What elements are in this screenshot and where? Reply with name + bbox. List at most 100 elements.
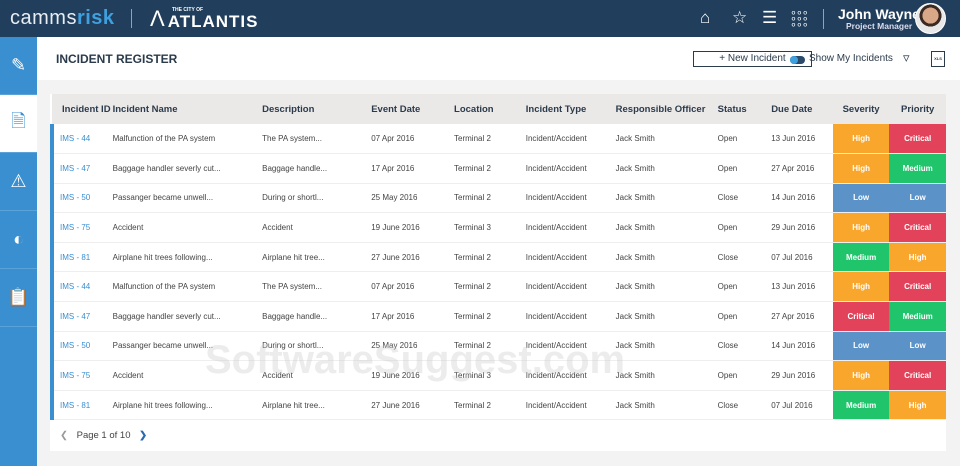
column-header-event-date[interactable]: Event Date	[371, 94, 455, 124]
table-row[interactable]: IMS - 44 Malfunction of the PA system The …	[50, 124, 946, 155]
cell-location: Terminal 2	[454, 301, 526, 332]
table-row[interactable]: IMS - 47 Baggage handler severly cut... Ba…	[50, 153, 946, 184]
column-header-due-date[interactable]: Due Date	[771, 94, 833, 124]
table-header-row: Incident ID Incident Name Description Event…	[52, 94, 946, 124]
home-icon[interactable]: ⌂	[700, 8, 711, 27]
table-row[interactable]: IMS - 50 Passanger became unwell... During…	[50, 183, 946, 214]
cell-incident-id[interactable]: IMS - 50	[50, 331, 113, 362]
cell-severity: High	[832, 124, 890, 155]
cell-incident-id[interactable]: IMS - 81	[50, 390, 113, 421]
column-header-responsible-officer[interactable]: Responsible Officer	[615, 94, 718, 124]
new-incident-button[interactable]: + New Incident	[693, 51, 812, 67]
column-header-description[interactable]: Description	[262, 94, 372, 124]
cell-incident-id[interactable]: IMS - 47	[50, 153, 113, 184]
cell-incident-id[interactable]: IMS - 44	[50, 271, 113, 303]
cell-incident-type: Incident/Accident	[525, 153, 616, 184]
table-row[interactable]: IMS - 81 Airplane hit trees following... A…	[50, 390, 946, 421]
cell-status: Close	[717, 390, 772, 421]
table-row[interactable]: IMS - 81 Airplane hit trees following... A…	[50, 242, 946, 273]
next-page-icon[interactable]: ❯	[139, 430, 148, 441]
sidebar-item-hazards[interactable]: ⚠	[0, 153, 37, 211]
cell-priority: High	[889, 242, 946, 273]
cell-incident-type: Incident/Accident	[525, 390, 616, 421]
cell-incident-name: Baggage handler severly cut...	[112, 301, 263, 332]
column-header-incident-name[interactable]: Incident Name	[112, 94, 263, 124]
column-header-incident-type[interactable]: Incident Type	[525, 94, 616, 124]
pencil-cycle-icon: ✎	[10, 55, 27, 75]
column-header-incident-id[interactable]: Incident ID	[52, 94, 113, 124]
column-header-status[interactable]: Status	[717, 94, 772, 124]
column-header-location[interactable]: Location	[454, 94, 526, 124]
page-indicator: Page 1 of 10	[76, 430, 131, 441]
sidebar-item-assessment[interactable]: ✎	[0, 37, 37, 95]
cell-status: Open	[717, 271, 772, 303]
atlantis-mark-icon: Λ	[150, 6, 166, 31]
sidebar-item-dashboard[interactable]: ◐	[0, 211, 37, 269]
cammsrisk-logo[interactable]: cammsrisk	[10, 7, 115, 30]
cell-incident-id[interactable]: IMS - 50	[50, 183, 113, 214]
menu-icon[interactable]: ☰	[762, 8, 778, 27]
prev-page-icon[interactable]: ❮	[60, 430, 68, 441]
cell-responsible-officer: Jack Smith	[615, 153, 718, 184]
logo-text-b: risk	[76, 7, 115, 29]
export-xls-icon[interactable]: XLS	[931, 51, 945, 67]
show-my-incidents-toggle[interactable]	[790, 56, 805, 64]
cell-incident-type: Incident/Accident	[525, 301, 616, 332]
cell-incident-type: Incident/Accident	[525, 183, 616, 214]
org-name: ATLANTIS	[167, 12, 259, 31]
show-my-incidents-label[interactable]: Show My Incidents	[809, 53, 893, 64]
apps-grid-icon[interactable]: ∘∘∘ ∘∘∘ ∘∘∘	[790, 7, 809, 31]
cell-description: During or shortl...	[262, 331, 372, 362]
cell-description: Airplane hit tree...	[262, 242, 372, 273]
cell-location: Terminal 2	[454, 390, 526, 421]
column-header-severity[interactable]: Severity	[832, 94, 890, 124]
table-row[interactable]: IMS - 75 Accident Accident 19 June 2016 Term…	[50, 360, 946, 391]
sidebar-item-incidents[interactable]: 🗎	[0, 95, 37, 153]
cell-priority: Low	[889, 183, 946, 214]
cell-incident-type: Incident/Accident	[525, 212, 616, 243]
column-header-priority[interactable]: Priority	[889, 94, 946, 124]
cell-incident-name: Passanger became unwell...	[112, 183, 263, 214]
cell-severity: Medium	[832, 390, 890, 421]
cell-due-date: 14 Jun 2016	[771, 331, 833, 362]
cell-severity: Low	[832, 183, 890, 214]
cell-due-date: 27 Apr 2016	[771, 301, 833, 332]
cell-incident-id[interactable]: IMS - 81	[50, 242, 113, 273]
sidebar-item-reports[interactable]: 📋	[0, 269, 37, 327]
table-row[interactable]: IMS - 44 Malfunction of the PA system The …	[50, 271, 946, 303]
cell-responsible-officer: Jack Smith	[615, 212, 718, 243]
table-row[interactable]: IMS - 50 Passanger became unwell... During…	[50, 331, 946, 362]
cell-incident-type: Incident/Accident	[525, 360, 616, 391]
cell-status: Close	[717, 331, 772, 362]
user-name[interactable]: John Wayne	[838, 6, 920, 22]
report-icon: 📋	[7, 287, 30, 307]
cell-location: Terminal 2	[454, 183, 526, 214]
cell-responsible-officer: Jack Smith	[615, 183, 718, 214]
cell-location: Terminal 3	[454, 212, 526, 243]
cell-event-date: 27 June 2016	[371, 242, 455, 273]
cell-severity: Low	[832, 331, 890, 362]
cell-description: Baggage handle...	[262, 153, 372, 184]
filter-icon[interactable]: ▿	[903, 50, 910, 65]
avatar[interactable]	[915, 3, 946, 34]
cell-priority: Critical	[889, 360, 946, 391]
page-title: INCIDENT REGISTER	[56, 52, 178, 66]
divider	[823, 9, 824, 29]
cell-due-date: 29 Jun 2016	[771, 360, 833, 391]
cell-incident-name: Baggage handler severly cut...	[112, 153, 263, 184]
user-role: Project Manager	[846, 21, 913, 31]
cell-incident-name: Accident	[112, 212, 263, 243]
cell-status: Open	[717, 360, 772, 391]
cell-responsible-officer: Jack Smith	[615, 271, 718, 303]
cell-incident-id[interactable]: IMS - 47	[50, 301, 113, 332]
cell-responsible-officer: Jack Smith	[615, 124, 718, 155]
cell-incident-id[interactable]: IMS - 75	[50, 360, 113, 391]
document-fire-icon: 🗎	[11, 110, 26, 131]
cell-incident-id[interactable]: IMS - 75	[50, 212, 113, 243]
top-bar: cammsrisk Λ THE CITY OF ATLANTIS ⌂ ☆ ☰ ∘∘∘…	[0, 0, 960, 37]
table-row[interactable]: IMS - 47 Baggage handler severly cut... Ba…	[50, 301, 946, 332]
table-row[interactable]: IMS - 75 Accident Accident 19 June 2016 Term…	[50, 212, 946, 243]
cell-incident-id[interactable]: IMS - 44	[50, 124, 113, 155]
cell-event-date: 25 May 2016	[371, 331, 455, 362]
star-icon[interactable]: ☆	[732, 8, 748, 27]
